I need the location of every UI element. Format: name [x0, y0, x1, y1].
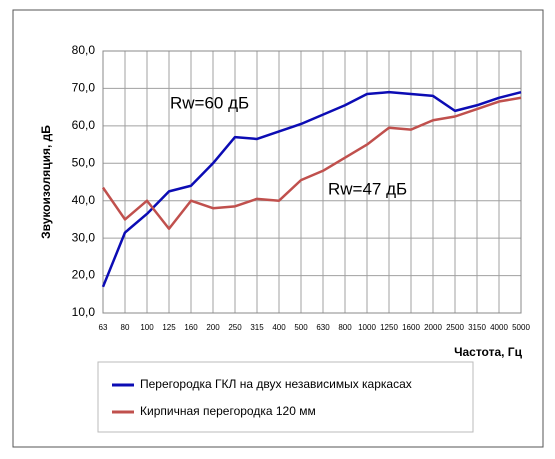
x-tick-label: 250 — [228, 323, 242, 332]
x-tick-label: 4000 — [490, 323, 508, 332]
x-tick-label: 3150 — [468, 323, 486, 332]
x-tick-label: 500 — [294, 323, 308, 332]
y-tick-label: 30,0 — [72, 230, 96, 244]
x-tick-label: 2000 — [424, 323, 442, 332]
series-line — [101, 96, 522, 231]
annotation: Rw=47 дБ — [328, 179, 407, 198]
x-tick-label: 1250 — [380, 323, 398, 332]
x-tick-label: 5000 — [512, 323, 530, 332]
x-tick-label: 160 — [184, 323, 198, 332]
x-tick-label: 63 — [99, 323, 108, 332]
y-tick-label: 40,0 — [72, 193, 96, 207]
x-tick-label: 1000 — [358, 323, 376, 332]
y-tick-label: 60,0 — [72, 118, 96, 132]
y-tick-label: 50,0 — [72, 155, 96, 169]
x-tick-label: 400 — [272, 323, 286, 332]
legend-label: Кирпичная перегородка 120 мм — [140, 404, 316, 418]
x-tick-label: 1600 — [402, 323, 420, 332]
legend-label: Перегородка ГКЛ на двух независимых карк… — [140, 377, 412, 391]
y-tick-label: 80,0 — [72, 43, 96, 57]
x-axis-label: Частота, Гц — [454, 345, 523, 359]
x-tick-label: 80 — [121, 323, 130, 332]
x-tick-label: 100 — [140, 323, 154, 332]
legend-frame — [97, 361, 474, 433]
x-tick-label: 315 — [250, 323, 264, 332]
outer-frame — [12, 9, 544, 448]
plot-frame — [102, 50, 522, 314]
x-tick-label: 200 — [206, 323, 220, 332]
x-tick-label: 125 — [162, 323, 176, 332]
annotation: Rw=60 дБ — [170, 93, 249, 112]
x-tick-label: 630 — [316, 323, 330, 332]
y-tick-label: 10,0 — [72, 305, 96, 319]
y-axis-label: Звукоизоляция, дБ — [39, 125, 53, 239]
x-tick-label: 2500 — [446, 323, 464, 332]
series-line — [101, 90, 522, 288]
x-tick-label: 800 — [338, 323, 352, 332]
y-tick-label: 70,0 — [72, 81, 96, 95]
y-tick-label: 20,0 — [72, 268, 96, 282]
